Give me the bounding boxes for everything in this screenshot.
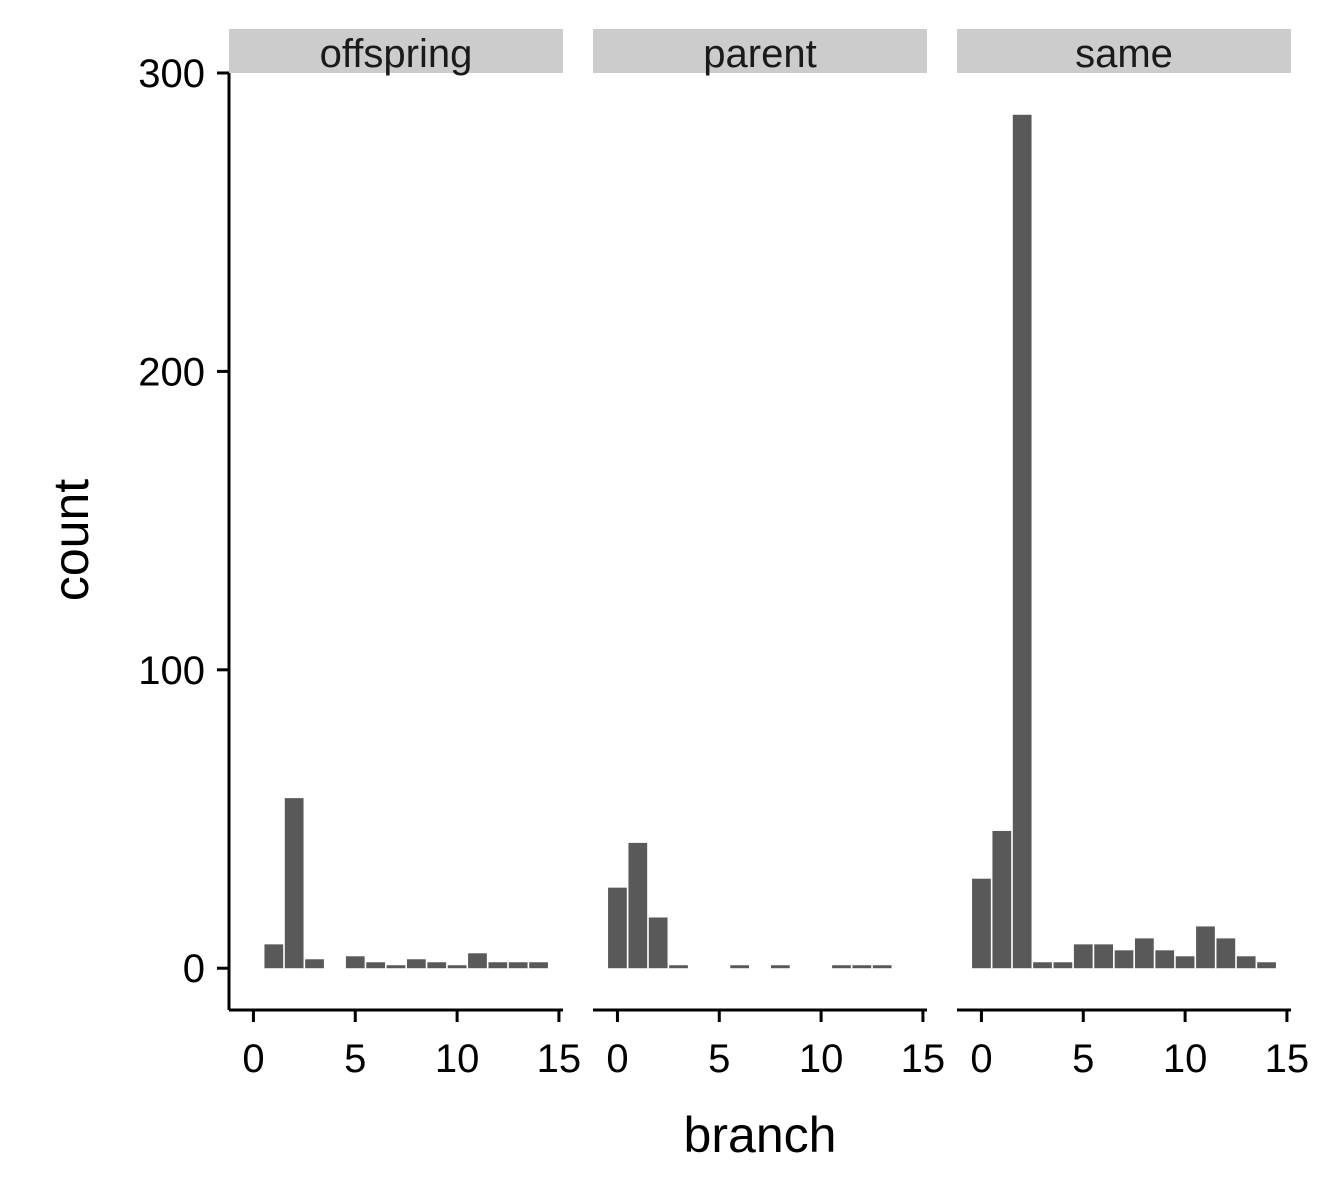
- bar: [1216, 938, 1236, 969]
- bar: [992, 830, 1012, 969]
- x-tick-label: 15: [901, 1037, 946, 1081]
- y-tick-label: 300: [138, 52, 205, 96]
- bar: [1012, 114, 1032, 969]
- bar: [366, 962, 386, 969]
- bar: [669, 965, 688, 969]
- x-tick-label: 5: [1072, 1037, 1094, 1081]
- facet-strip: [229, 29, 563, 73]
- bar: [427, 962, 447, 969]
- bar: [406, 959, 426, 969]
- bar: [1134, 938, 1154, 969]
- bar: [1073, 944, 1093, 969]
- bar: [1236, 956, 1256, 969]
- bar: [832, 965, 851, 969]
- facet-strip-label: same: [1075, 32, 1173, 76]
- bar: [468, 953, 487, 969]
- bar: [264, 944, 284, 969]
- x-tick-label: 0: [970, 1037, 992, 1081]
- bar: [1257, 962, 1276, 969]
- facet-panel-same: same 0 5 10 15: [957, 29, 1309, 1081]
- bar: [1053, 962, 1073, 969]
- x-tick-label: 0: [242, 1037, 264, 1081]
- y-axis-title: count: [43, 479, 99, 601]
- bar: [1196, 926, 1215, 969]
- facet-panel-offspring: offspring 0 5 10 15: [229, 29, 581, 1081]
- facet-strip-label: offspring: [320, 32, 473, 76]
- bar: [972, 878, 991, 969]
- x-tick-label: 15: [1265, 1037, 1310, 1081]
- x-tick-label: 0: [606, 1037, 628, 1081]
- y-axis: 0 100 200 300: [138, 52, 231, 1010]
- bar: [1175, 956, 1195, 969]
- bar: [508, 962, 528, 969]
- bar: [852, 965, 872, 969]
- facet-panels: offspring 0 5 10 15 parent 0 5 10 15 same 0 5 10 15: [229, 29, 1309, 1081]
- x-tick-label: 15: [537, 1037, 582, 1081]
- bar: [447, 965, 467, 969]
- y-tick-label: 200: [138, 350, 205, 394]
- bar: [345, 956, 365, 969]
- facet-strip: [957, 29, 1291, 73]
- x-tick-label: 5: [708, 1037, 730, 1081]
- bar: [488, 962, 508, 969]
- bar: [648, 917, 668, 969]
- bar: [529, 962, 548, 969]
- bar: [608, 887, 627, 969]
- bar: [770, 965, 790, 969]
- bar: [872, 965, 892, 969]
- y-tick-label: 0: [183, 947, 205, 991]
- x-tick-label: 10: [799, 1037, 844, 1081]
- bar: [305, 959, 324, 969]
- bar: [284, 798, 304, 969]
- x-axis-title: branch: [684, 1107, 837, 1163]
- facet-panel-parent: parent 0 5 10 15: [593, 29, 945, 1081]
- facet-strip: [593, 29, 927, 73]
- bar: [1033, 962, 1052, 969]
- bar: [386, 965, 406, 969]
- bar: [628, 842, 648, 969]
- x-tick-label: 5: [344, 1037, 366, 1081]
- bar: [1155, 950, 1175, 969]
- x-tick-label: 10: [435, 1037, 480, 1081]
- bar: [1094, 944, 1114, 969]
- facet-strip-label: parent: [703, 32, 816, 76]
- x-tick-label: 10: [1163, 1037, 1208, 1081]
- y-tick-label: 100: [138, 649, 205, 693]
- bar: [1114, 950, 1134, 969]
- bar: [730, 965, 750, 969]
